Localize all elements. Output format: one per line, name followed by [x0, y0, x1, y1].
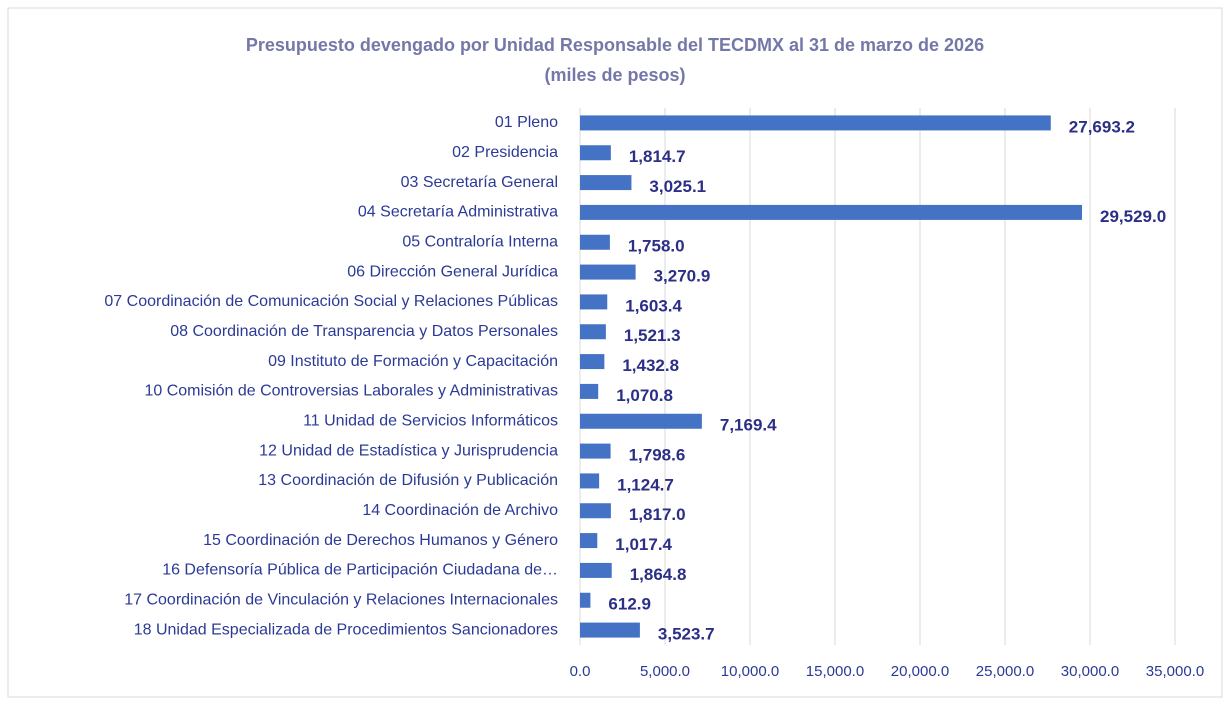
data-label: 1,758.0 — [628, 237, 685, 256]
y-tick-label: 18 Unidad Especializada de Procedimiento… — [134, 621, 558, 638]
y-tick-label: 15 Coordinación de Derechos Humanos y Gé… — [203, 532, 558, 549]
bar — [580, 294, 608, 310]
bar — [580, 145, 611, 161]
y-tick-label: 14 Coordinación de Archivo — [362, 502, 558, 519]
bar — [580, 592, 591, 608]
data-label: 1,814.7 — [629, 147, 686, 166]
y-tick-label: 01 Pleno — [495, 114, 558, 131]
y-tick-label: 09 Instituto de Formación y Capacitación — [268, 353, 558, 370]
x-tick-label: 5,000.0 — [640, 663, 690, 680]
y-tick-label: 16 Defensoría Pública de Participación C… — [162, 562, 558, 579]
x-tick-label: 15,000.0 — [806, 663, 864, 680]
data-label: 1,432.8 — [622, 356, 679, 375]
bar — [580, 175, 632, 191]
y-tick-label: 08 Coordinación de Transparencia y Datos… — [170, 323, 558, 340]
bar — [580, 115, 1051, 131]
x-tick-label: 25,000.0 — [976, 663, 1034, 680]
bar — [580, 413, 702, 429]
y-tick-label: 05 Contraloría Interna — [402, 233, 558, 250]
chart-title: Presupuesto devengado por Unidad Respons… — [246, 35, 984, 55]
bar — [580, 443, 611, 459]
x-tick-label: 10,000.0 — [721, 663, 779, 680]
bar — [580, 234, 610, 250]
y-tick-label: 10 Comisión de Controversias Laborales y… — [144, 383, 558, 400]
data-label: 1,521.3 — [624, 326, 681, 345]
bar — [580, 503, 611, 519]
chart-subtitle: (miles de pesos) — [544, 65, 685, 85]
data-label: 1,603.4 — [625, 296, 682, 315]
data-label: 7,169.4 — [720, 416, 777, 435]
y-tick-label: 17 Coordinación de Vinculación y Relacio… — [124, 591, 558, 608]
data-label: 3,270.9 — [654, 267, 711, 286]
bar — [580, 383, 599, 399]
x-tick-label: 30,000.0 — [1061, 663, 1119, 680]
bar — [580, 354, 605, 370]
data-label: 1,864.8 — [630, 565, 687, 584]
y-tick-label: 02 Presidencia — [452, 144, 558, 161]
y-tick-label: 12 Unidad de Estadística y Jurisprudenci… — [259, 442, 558, 459]
bar — [580, 324, 606, 340]
bar — [580, 562, 612, 578]
data-label: 27,693.2 — [1069, 117, 1135, 136]
data-label: 1,798.6 — [629, 446, 686, 465]
x-tick-label: 35,000.0 — [1146, 663, 1204, 680]
data-label: 612.9 — [608, 595, 651, 614]
bar — [580, 204, 1082, 220]
y-tick-label: 07 Coordinación de Comunicación Social y… — [104, 293, 558, 310]
y-tick-label: 04 Secretaría Administrativa — [358, 204, 558, 221]
data-label: 3,025.1 — [649, 177, 706, 196]
data-label: 1,124.7 — [617, 475, 674, 494]
data-label: 1,017.4 — [615, 535, 672, 554]
y-tick-label: 11 Unidad de Servicios Informáticos — [303, 412, 558, 429]
y-tick-label: 13 Coordinación de Difusión y Publicació… — [258, 472, 558, 489]
y-tick-label: 03 Secretaría General — [401, 174, 558, 191]
y-tick-label: 06 Dirección General Jurídica — [347, 263, 558, 280]
data-label: 1,817.0 — [629, 505, 686, 524]
bar — [580, 622, 640, 638]
x-tick-label: 0.0 — [570, 663, 591, 680]
bar — [580, 264, 636, 280]
x-tick-label: 20,000.0 — [891, 663, 949, 680]
data-label: 1,070.8 — [616, 386, 673, 405]
data-label: 29,529.0 — [1100, 207, 1166, 226]
bar — [580, 473, 600, 489]
bar — [580, 533, 598, 549]
data-label: 3,523.7 — [658, 625, 715, 644]
